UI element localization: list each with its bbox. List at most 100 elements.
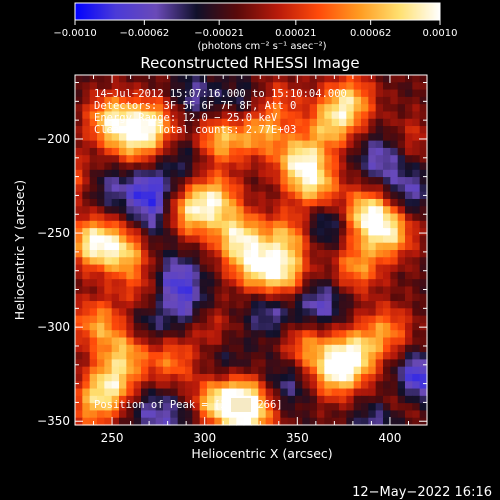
heatmap-cell <box>390 250 399 258</box>
heatmap-cell <box>214 213 223 222</box>
heatmap-cell <box>126 169 135 178</box>
heatmap-cell <box>221 228 230 237</box>
heatmap-cell <box>163 118 171 127</box>
heatmap-cell <box>243 96 252 105</box>
heatmap-cell <box>155 257 164 266</box>
heatmap-cell <box>324 301 333 309</box>
heatmap-cell <box>251 126 259 134</box>
heatmap-cell <box>353 169 362 178</box>
heatmap-cell <box>375 126 384 134</box>
heatmap-cell <box>177 111 186 120</box>
heatmap-cell <box>280 417 289 426</box>
heatmap-cell <box>251 213 259 222</box>
heatmap-cell <box>207 96 215 105</box>
heatmap-cell <box>309 89 318 98</box>
heatmap-cell <box>346 388 355 397</box>
heatmap-cell <box>317 228 325 237</box>
heatmap-cell <box>412 140 421 149</box>
heatmap-cell <box>192 301 201 309</box>
heatmap-cell <box>89 220 98 229</box>
heatmap-cell <box>287 82 296 91</box>
heatmap-cell <box>148 293 157 302</box>
heatmap-cell <box>287 410 296 419</box>
heatmap-cell <box>309 271 318 280</box>
heatmap-cell <box>295 147 303 156</box>
heatmap-cell <box>97 126 105 134</box>
heatmap-cell <box>119 111 127 120</box>
heatmap-cell <box>177 177 186 185</box>
heatmap-cell <box>111 82 120 91</box>
heatmap-cell <box>111 293 120 302</box>
heatmap-cell <box>331 220 340 229</box>
heatmap-cell <box>309 315 318 324</box>
annotation-total-counts: Clean Total counts: 2.77E+03 <box>94 124 296 136</box>
heatmap-cell <box>89 403 98 412</box>
heatmap-cell <box>346 191 355 200</box>
heatmap-cell <box>82 147 91 156</box>
heatmap-cell <box>82 388 91 397</box>
heatmap-cell <box>280 337 289 346</box>
heatmap-cell <box>368 271 377 280</box>
heatmap-cell <box>148 118 157 127</box>
heatmap-cell <box>214 220 223 229</box>
heatmap-cell <box>361 257 369 266</box>
heatmap-cell <box>317 169 325 178</box>
heatmap-cell <box>229 366 237 375</box>
heatmap-cell <box>302 381 311 390</box>
heatmap-cell <box>104 388 113 397</box>
heatmap-cell <box>192 184 201 193</box>
heatmap-cell <box>353 344 362 353</box>
heatmap-cell <box>82 264 91 273</box>
heatmap-cell <box>368 344 377 353</box>
heatmap-cell <box>368 140 377 149</box>
heatmap-cell <box>324 322 333 331</box>
heatmap-cell <box>331 177 340 185</box>
heatmap-cell <box>324 82 333 91</box>
heatmap-cell <box>207 250 215 258</box>
heatmap-cell <box>229 286 237 295</box>
heatmap-cell <box>82 82 91 91</box>
heatmap-cell <box>148 235 157 244</box>
heatmap-cell <box>126 330 135 339</box>
heatmap-cell <box>280 264 289 273</box>
heatmap-cell <box>258 359 267 368</box>
heatmap-cell <box>287 111 296 120</box>
heatmap-cell <box>383 293 391 302</box>
heatmap-cell <box>258 213 267 222</box>
heatmap-cell <box>163 126 171 134</box>
heatmap-cell <box>390 206 399 215</box>
heatmap-cell <box>280 140 289 149</box>
heatmap-cell <box>339 417 347 426</box>
heatmap-cell <box>111 301 120 309</box>
heatmap-cell <box>383 403 391 412</box>
heatmap-cell <box>207 140 215 149</box>
heatmap-cell <box>243 417 252 426</box>
heatmap-cell <box>287 388 296 397</box>
heatmap-cell <box>287 89 296 98</box>
heatmap-cell <box>280 169 289 178</box>
heatmap-cell <box>141 147 149 156</box>
heatmap-cell <box>390 213 399 222</box>
heatmap-cell <box>229 111 237 120</box>
heatmap-cell <box>346 293 355 302</box>
heatmap-cell <box>390 279 399 288</box>
heatmap-cell <box>258 271 267 280</box>
heatmap-cell <box>75 82 83 91</box>
peak-position-label: Position of Peak = [2 <box>94 399 227 411</box>
heatmap-cell <box>368 286 377 295</box>
heatmap-cell <box>133 322 142 331</box>
heatmap-cell <box>287 198 296 207</box>
heatmap-cell <box>302 89 311 98</box>
heatmap-cell <box>126 373 135 382</box>
heatmap-cell <box>75 308 83 317</box>
heatmap-cell <box>361 228 369 237</box>
heatmap-cell <box>419 155 428 164</box>
heatmap-cell <box>82 293 91 302</box>
heatmap-cell <box>280 388 289 397</box>
heatmap-cell <box>221 242 230 251</box>
heatmap-cell <box>236 388 245 397</box>
heatmap-cell <box>119 337 127 346</box>
heatmap-cell <box>185 213 193 222</box>
heatmap-cell <box>199 169 208 178</box>
heatmap-cell <box>104 96 113 105</box>
